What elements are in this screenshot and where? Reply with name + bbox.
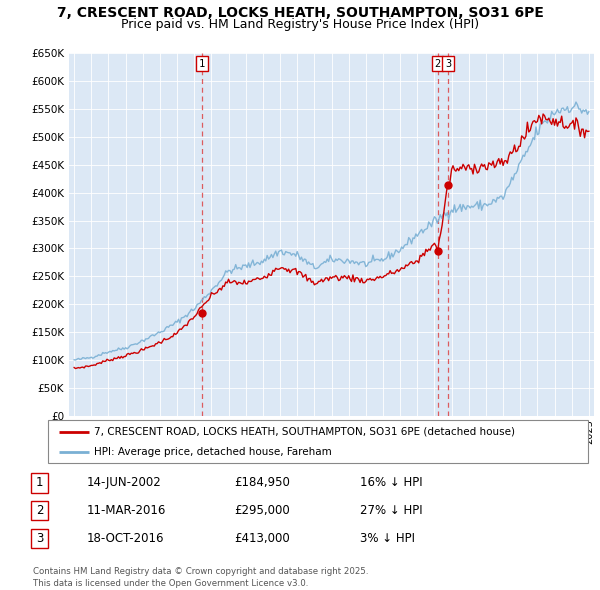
Text: 2: 2 xyxy=(434,58,441,68)
Text: 3: 3 xyxy=(36,532,43,545)
Text: 1: 1 xyxy=(199,58,205,68)
Text: £413,000: £413,000 xyxy=(234,532,290,545)
Text: 3% ↓ HPI: 3% ↓ HPI xyxy=(360,532,415,545)
Text: Contains HM Land Registry data © Crown copyright and database right 2025.
This d: Contains HM Land Registry data © Crown c… xyxy=(33,567,368,588)
FancyBboxPatch shape xyxy=(48,420,588,463)
Text: £184,950: £184,950 xyxy=(234,476,290,490)
Text: 2: 2 xyxy=(36,504,43,517)
Text: 1: 1 xyxy=(36,476,43,490)
Text: 14-JUN-2002: 14-JUN-2002 xyxy=(87,476,162,490)
Text: 7, CRESCENT ROAD, LOCKS HEATH, SOUTHAMPTON, SO31 6PE: 7, CRESCENT ROAD, LOCKS HEATH, SOUTHAMPT… xyxy=(56,6,544,20)
Text: 7, CRESCENT ROAD, LOCKS HEATH, SOUTHAMPTON, SO31 6PE (detached house): 7, CRESCENT ROAD, LOCKS HEATH, SOUTHAMPT… xyxy=(94,427,515,437)
Text: 18-OCT-2016: 18-OCT-2016 xyxy=(87,532,164,545)
Text: Price paid vs. HM Land Registry's House Price Index (HPI): Price paid vs. HM Land Registry's House … xyxy=(121,18,479,31)
Text: 11-MAR-2016: 11-MAR-2016 xyxy=(87,504,166,517)
Text: HPI: Average price, detached house, Fareham: HPI: Average price, detached house, Fare… xyxy=(94,447,332,457)
Text: £295,000: £295,000 xyxy=(234,504,290,517)
Text: 16% ↓ HPI: 16% ↓ HPI xyxy=(360,476,422,490)
Text: 27% ↓ HPI: 27% ↓ HPI xyxy=(360,504,422,517)
Text: 3: 3 xyxy=(445,58,451,68)
